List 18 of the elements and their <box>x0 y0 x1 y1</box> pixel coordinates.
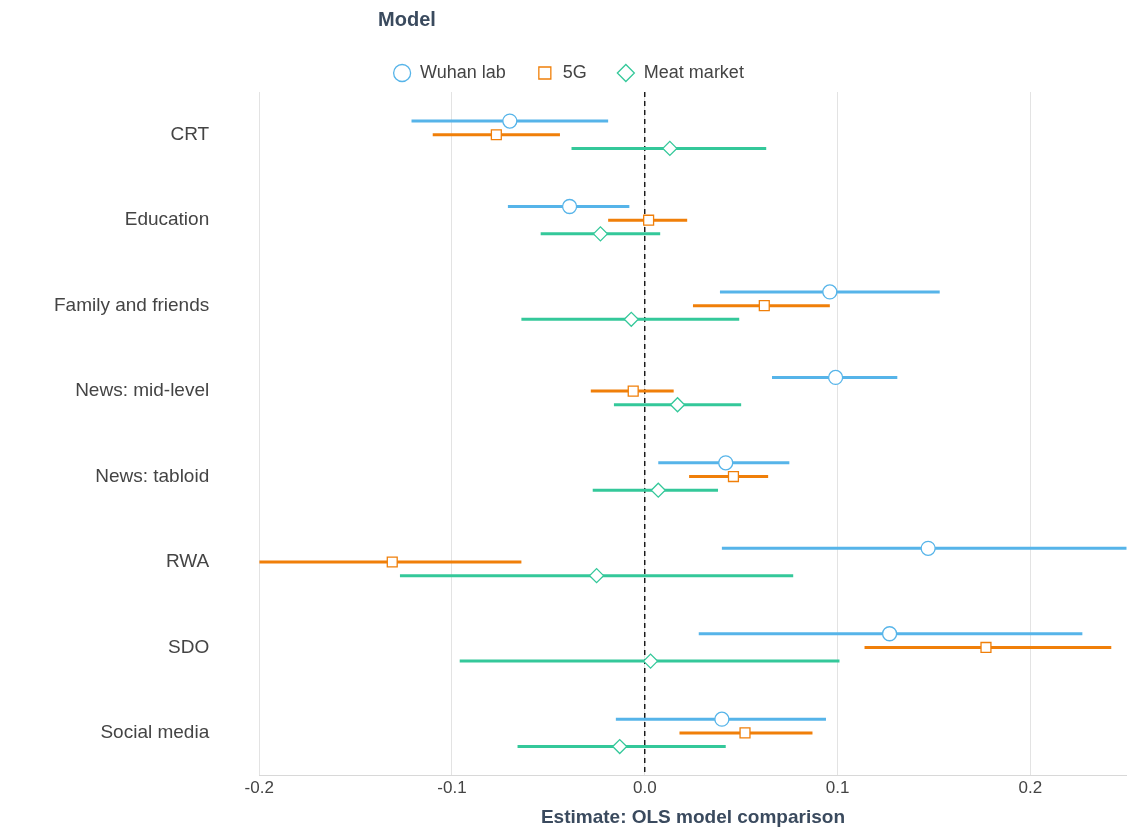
legend-title: Model <box>378 7 436 30</box>
y-tick-label: RWA <box>165 550 210 572</box>
y-tick-label: CRT <box>170 122 210 144</box>
y-tick-label: Social media <box>100 721 210 743</box>
y-tick-label: SDO <box>168 635 210 657</box>
legend-label: 5G <box>562 61 587 82</box>
y-tick-label: Family and friends <box>53 293 210 315</box>
x-tick-label: 0.0 <box>632 778 657 798</box>
legend-label: Meat market <box>643 61 744 82</box>
x-tick-label: -0.2 <box>244 778 274 798</box>
x-axis-title: Estimate: OLS model comparison <box>540 805 845 827</box>
x-tick-label: 0.2 <box>1018 778 1043 798</box>
y-tick-label: News: mid-level <box>75 379 210 401</box>
x-tick-label: -0.1 <box>437 778 467 798</box>
y-tick-label: Education <box>124 208 210 230</box>
y-tick-label: News: tabloid <box>95 464 210 486</box>
x-tick-label: 0.1 <box>825 778 850 798</box>
legend-label: Wuhan lab <box>420 61 506 82</box>
